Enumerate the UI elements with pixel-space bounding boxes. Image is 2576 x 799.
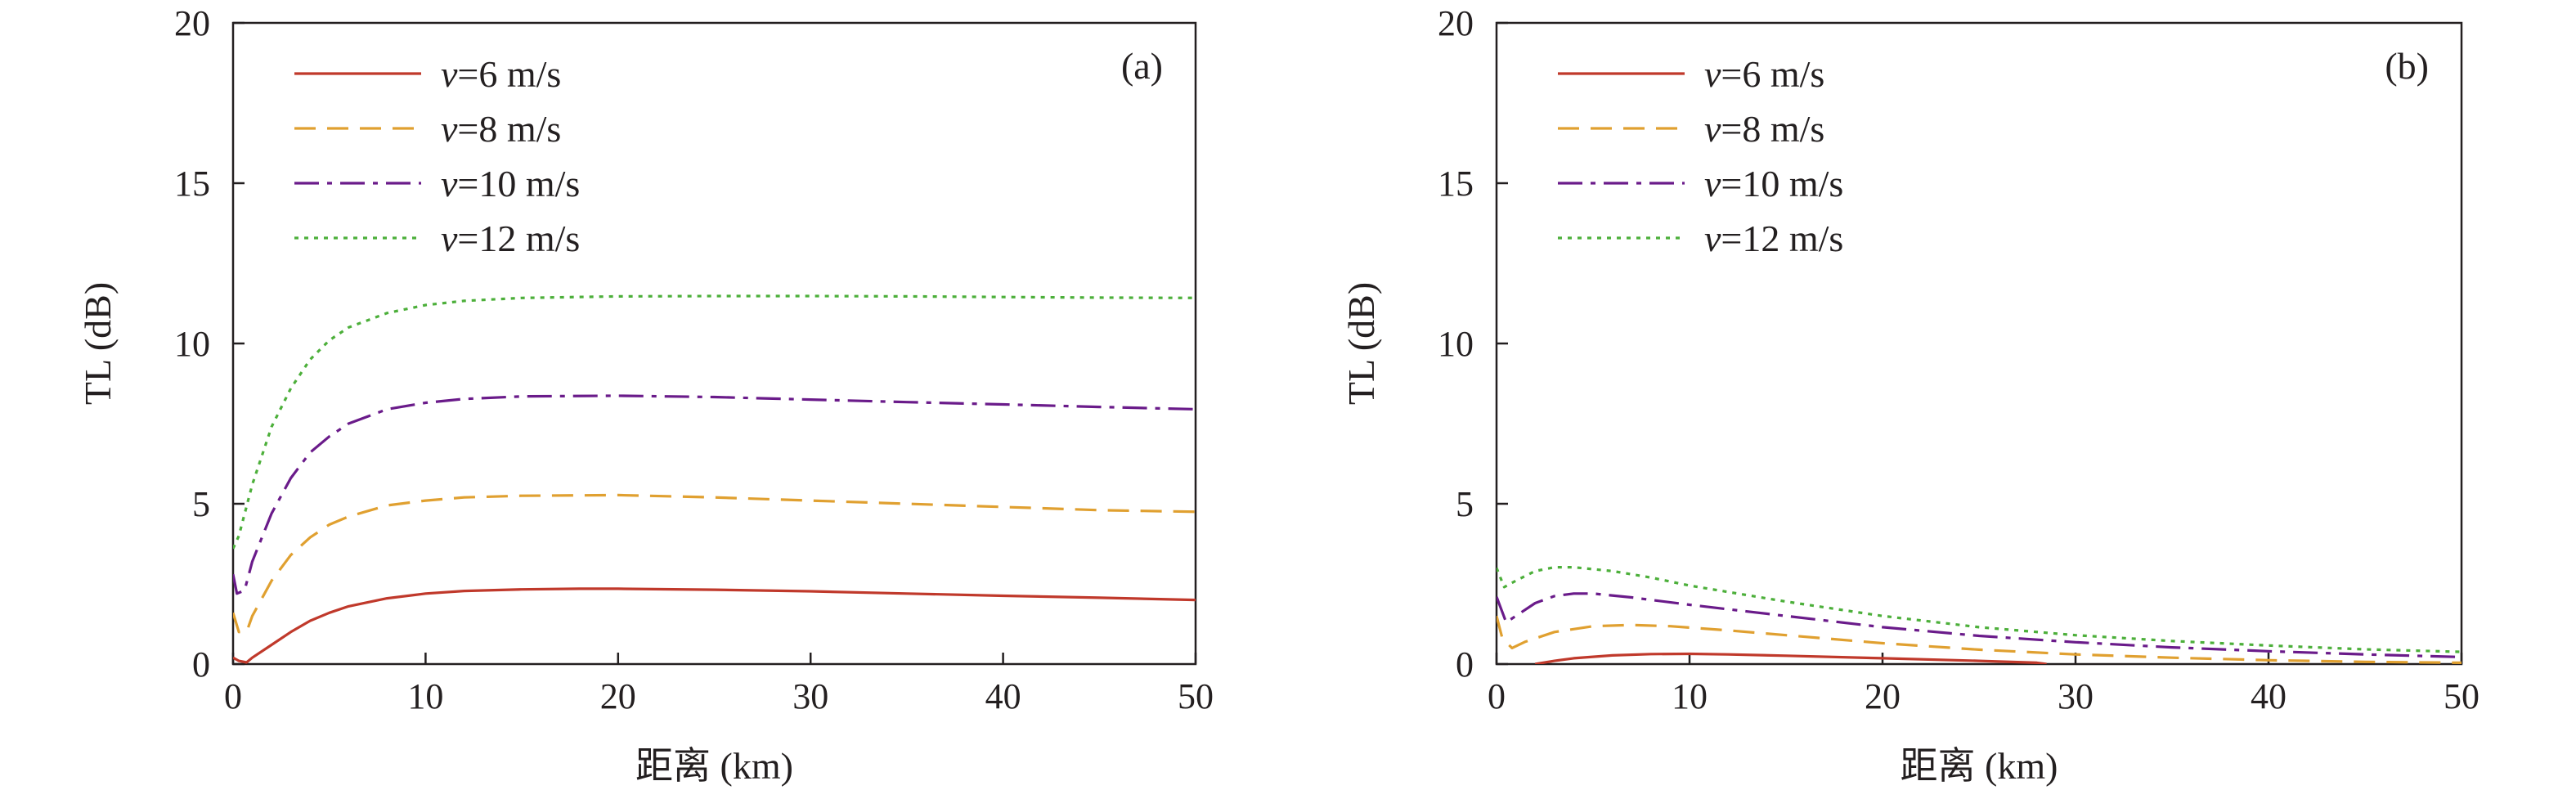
x-tick-label: 50: [2444, 676, 2480, 716]
legend-var: v: [441, 108, 458, 150]
legend-value: =12 m/s: [457, 218, 580, 259]
legend-label: v=12 m/s: [1704, 218, 1843, 259]
y-tick-label: 0: [1456, 644, 1474, 685]
x-tick-label: 30: [2058, 676, 2094, 716]
y-tick-label: 10: [1438, 324, 1474, 364]
y-axis-title: TL (dB): [1340, 282, 1382, 405]
legend-label: v=6 m/s: [1704, 53, 1824, 95]
y-tick-label: 20: [174, 3, 210, 43]
plot-frame: [1495, 21, 2463, 666]
legend-var: v: [1704, 53, 1721, 95]
series-line-8ms: [1497, 615, 2462, 664]
legend-value: =10 m/s: [457, 163, 580, 204]
x-tick-label: 40: [2251, 676, 2287, 716]
legend-var: v: [1704, 218, 1721, 259]
x-tick-label: 20: [1865, 676, 1901, 716]
legend-value: =8 m/s: [457, 108, 561, 150]
legend-value: =10 m/s: [1721, 163, 1843, 204]
y-tick-label: 5: [192, 484, 210, 524]
legend-var: v: [441, 218, 458, 259]
series-line-8ms: [233, 493, 1196, 634]
x-tick-label: 0: [1488, 676, 1506, 716]
x-tick-label: 10: [1672, 676, 1708, 716]
x-tick-label: 10: [407, 676, 443, 716]
x-tick-label: 50: [1178, 676, 1214, 716]
legend-label: v=10 m/s: [441, 163, 580, 204]
legend-value: =12 m/s: [1721, 218, 1843, 259]
legend-value: =8 m/s: [1721, 108, 1824, 150]
y-tick-label: 20: [1438, 3, 1474, 43]
y-tick-label: 5: [1456, 484, 1474, 524]
legend-var: v: [1704, 163, 1721, 204]
x-axis-title: 距离 (km): [635, 745, 793, 787]
series-line-6ms: [233, 587, 1196, 664]
legend-var: v: [1704, 108, 1721, 150]
legend-label: v=10 m/s: [1704, 163, 1843, 204]
x-tick-label: 30: [792, 676, 828, 716]
x-tick-label: 0: [224, 676, 242, 716]
y-tick-label: 15: [1438, 164, 1474, 204]
series-line-12ms: [233, 294, 1196, 550]
series-line-12ms: [1497, 566, 2462, 653]
legend-label: v=12 m/s: [441, 218, 580, 259]
plot-frame: [231, 21, 1197, 666]
legend-label: v=6 m/s: [441, 53, 561, 95]
legend-label: v=8 m/s: [1704, 108, 1824, 150]
legend-var: v: [441, 163, 458, 204]
x-axis-title: 距离 (km): [1901, 745, 2058, 787]
y-tick-label: 15: [174, 164, 210, 204]
x-tick-label: 40: [985, 676, 1021, 716]
series-line-10ms: [233, 394, 1196, 595]
legend-label: v=8 m/s: [441, 108, 561, 150]
series-line-6ms: [1534, 652, 2047, 664]
x-tick-label: 20: [600, 676, 636, 716]
legend-var: v: [441, 53, 458, 95]
y-axis-title: TL (dB): [77, 282, 119, 405]
y-tick-label: 10: [174, 324, 210, 364]
panel-label: (b): [2385, 45, 2429, 87]
series-line-10ms: [1497, 592, 2462, 658]
y-tick-label: 0: [192, 644, 210, 685]
legend-value: =6 m/s: [457, 53, 561, 95]
legend-value: =6 m/s: [1721, 53, 1824, 95]
panel-label: (a): [1121, 45, 1163, 87]
